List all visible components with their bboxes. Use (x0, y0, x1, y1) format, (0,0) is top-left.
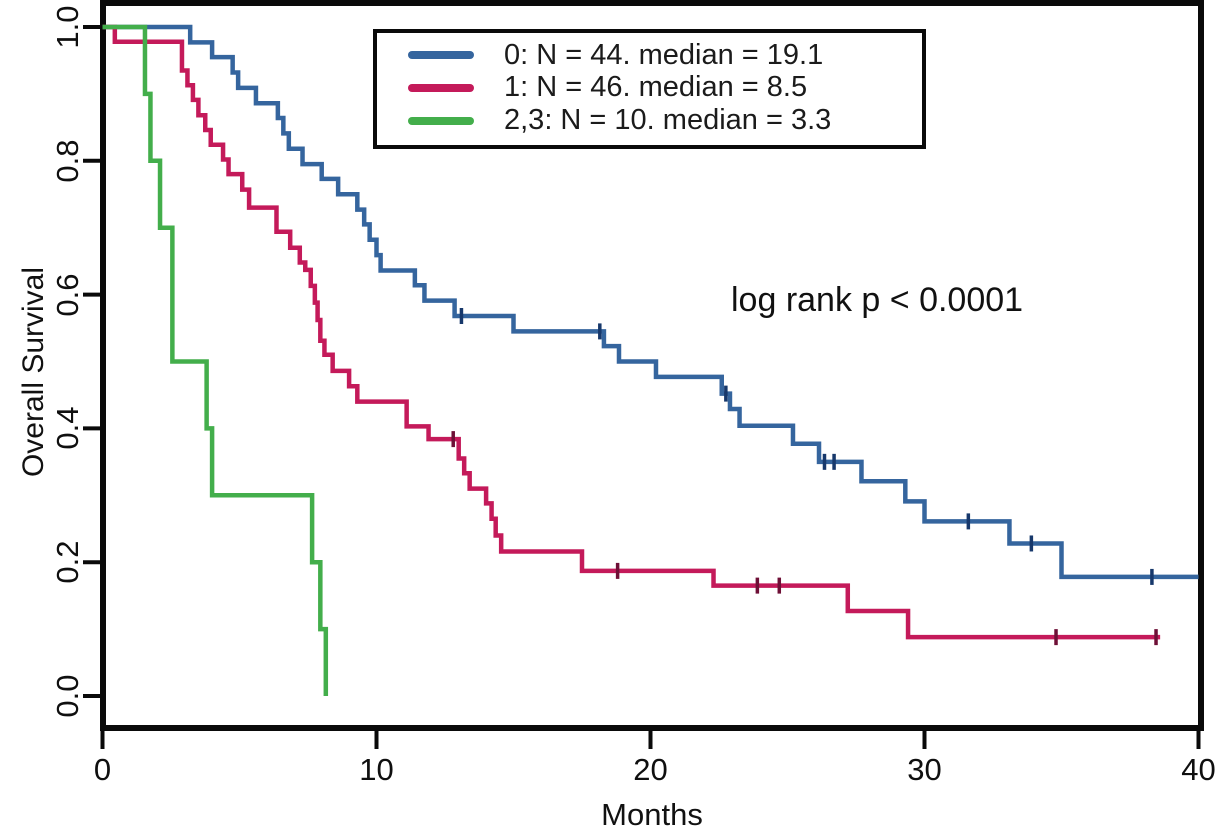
plot-frame (100, 0, 1204, 731)
y-tick-label-1.0: 1.0 (50, 5, 85, 49)
x-axis-title: Months (601, 797, 703, 832)
y-tick-label-0.2: 0.2 (50, 540, 85, 584)
log-rank-annotation: log rank p < 0.0001 (731, 281, 1024, 319)
x-tick-label-30: 30 (907, 752, 942, 787)
survival-curve-group-2,3 (102, 24, 329, 696)
legend-line-group-0-icon (408, 51, 474, 60)
survival-curve-group-0 (102, 24, 1199, 580)
legend-label-group-23: 2,3: N = 10. median = 3.3 (504, 104, 832, 137)
legend: 0: N = 44. median = 19.1 1: N = 46. medi… (373, 29, 926, 149)
legend-line-group-1-icon (408, 83, 474, 92)
survival-curve-group-1 (102, 24, 1161, 640)
legend-label-group-1: 1: N = 46. median = 8.5 (504, 71, 808, 104)
y-tick-label-0.0: 0.0 (50, 674, 85, 718)
y-tick-label-0.4: 0.4 (50, 406, 85, 450)
legend-label-group-0: 0: N = 44. median = 19.1 (504, 38, 824, 71)
x-tick-label-0: 0 (93, 752, 112, 787)
y-tick-label-0.8: 0.8 (50, 139, 85, 183)
x-tick-label-10: 10 (359, 752, 394, 787)
x-tick-label-20: 20 (633, 752, 668, 787)
x-tick-label-40: 40 (1181, 752, 1215, 787)
legend-item-group-23: 2,3: N = 10. median = 3.3 (377, 104, 922, 137)
y-tick-label-0.6: 0.6 (50, 273, 85, 317)
legend-item-group-0: 0: N = 44. median = 19.1 (377, 38, 922, 71)
legend-item-group-1: 1: N = 46. median = 8.5 (377, 71, 922, 104)
legend-line-group-23-icon (408, 116, 474, 125)
